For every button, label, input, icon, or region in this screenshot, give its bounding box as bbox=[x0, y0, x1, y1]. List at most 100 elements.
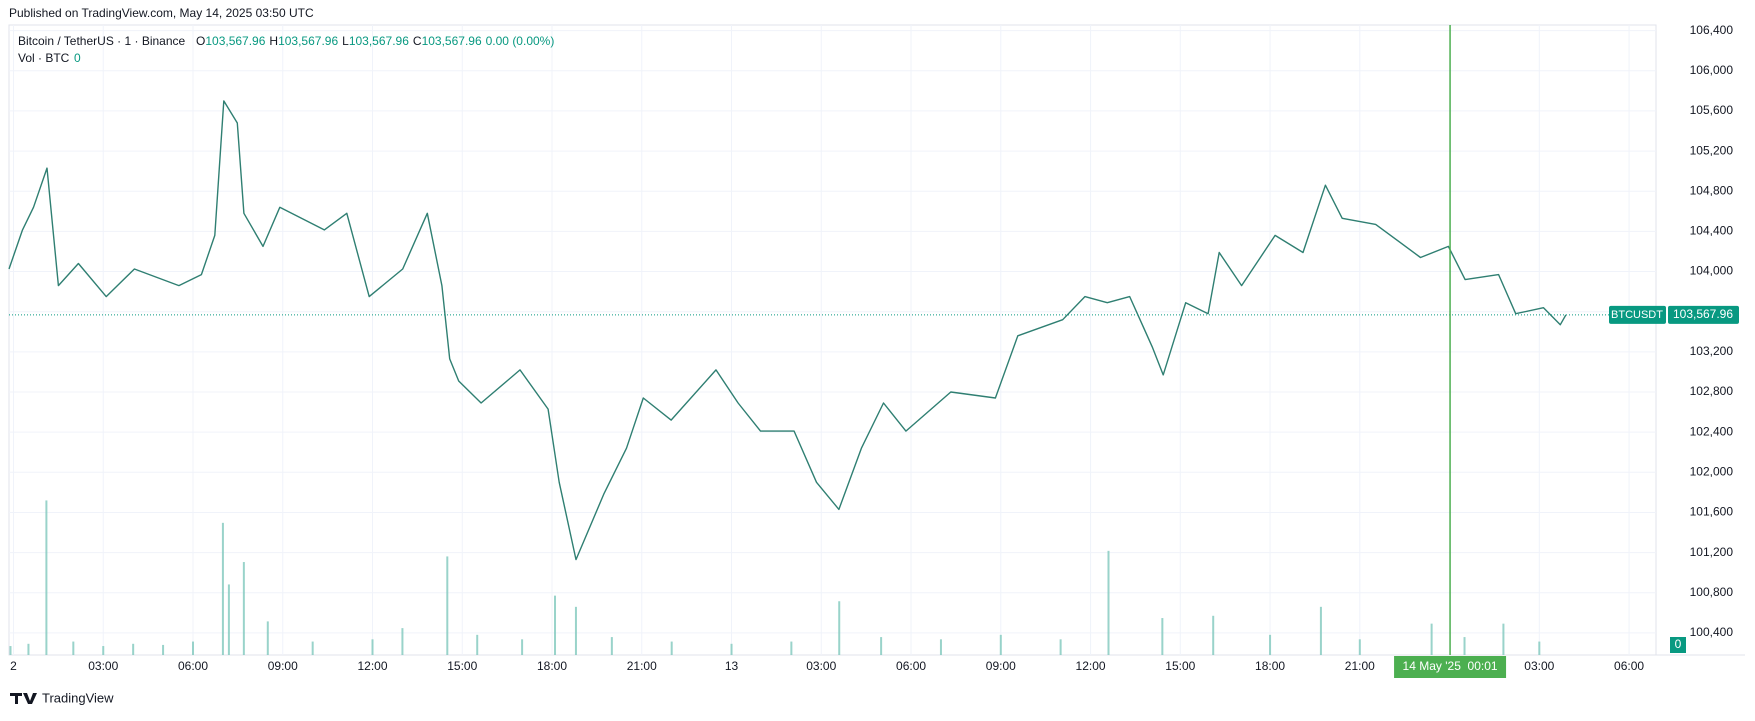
overlay: BTCUSDT 103,567.96 14 May '25 00:01 0 bbox=[9, 25, 1739, 678]
y-tick-label: 100,800 bbox=[1690, 585, 1734, 599]
volume-bar bbox=[72, 641, 75, 655]
volume-bar bbox=[266, 621, 269, 655]
x-tick-label: 09:00 bbox=[268, 659, 298, 673]
volume-bar bbox=[1358, 639, 1361, 655]
y-tick-label: 104,000 bbox=[1690, 264, 1734, 278]
x-tick-label: 03:00 bbox=[806, 659, 836, 673]
volume-axis-box bbox=[1670, 637, 1686, 653]
x-tick-label: 12:00 bbox=[1076, 659, 1106, 673]
x-tick-label: 15:00 bbox=[447, 659, 477, 673]
volume-bar bbox=[1319, 606, 1322, 655]
x-tick-label: 03:00 bbox=[1524, 659, 1554, 673]
volume-bar bbox=[574, 606, 577, 655]
logo-icon bbox=[10, 693, 37, 704]
volume-legend: Vol · BTC bbox=[18, 51, 70, 65]
price-line bbox=[8, 100, 1567, 561]
volume-bar bbox=[311, 641, 314, 655]
y-tick-label: 106,000 bbox=[1690, 63, 1734, 77]
x-tick-label: 21:00 bbox=[1345, 659, 1375, 673]
volume-bar bbox=[880, 637, 883, 655]
volume-bar bbox=[227, 584, 230, 655]
volume-bar bbox=[1463, 637, 1466, 655]
y-tick-label: 102,800 bbox=[1690, 384, 1734, 398]
y-tick-label: 105,600 bbox=[1690, 103, 1734, 117]
volume-bar bbox=[610, 637, 613, 655]
price-box bbox=[1668, 305, 1739, 324]
volume-bar bbox=[191, 641, 194, 655]
x-tick-label: 12:00 bbox=[357, 659, 387, 673]
ohlc-value: 103,567.96 bbox=[349, 34, 409, 48]
volume-bar bbox=[521, 639, 524, 655]
volume-bar bbox=[1212, 615, 1215, 655]
ohlc-key: H bbox=[269, 34, 278, 48]
change: 0.00 (0.00%) bbox=[486, 34, 555, 48]
x-tick-label: 15:00 bbox=[1165, 659, 1195, 673]
volume-axis-label: 0 bbox=[1675, 637, 1682, 651]
symbol-box bbox=[1609, 305, 1666, 324]
volume-bar bbox=[132, 643, 135, 655]
crosshair-label: 14 May '25 00:01 bbox=[1403, 659, 1498, 673]
x-tick-label: 21:00 bbox=[627, 659, 657, 673]
volume-bar bbox=[162, 644, 165, 655]
volume-bar bbox=[1502, 623, 1505, 655]
volume-bar bbox=[999, 634, 1002, 655]
volume-bar bbox=[102, 646, 105, 655]
volume-bar bbox=[939, 639, 942, 655]
volume-bar bbox=[1059, 639, 1062, 655]
ohlc-key: C bbox=[413, 34, 422, 48]
volume-bar bbox=[730, 643, 733, 655]
y-tick-label: 103,200 bbox=[1690, 344, 1734, 358]
y-tick-label: 104,400 bbox=[1690, 224, 1734, 238]
volume-bar bbox=[45, 500, 48, 655]
ohlc-value: 103,567.96 bbox=[422, 34, 482, 48]
x-tick-label: 18:00 bbox=[1255, 659, 1285, 673]
volume-bar bbox=[242, 562, 245, 655]
volume-bar bbox=[1269, 634, 1272, 655]
volume-bar bbox=[670, 641, 673, 655]
x-tick-label: 06:00 bbox=[896, 659, 926, 673]
y-tick-label: 106,400 bbox=[1690, 23, 1734, 37]
symbol-legend: Bitcoin / TetherUS · 1 · Binance bbox=[18, 34, 186, 48]
y-tick-label: 101,200 bbox=[1690, 545, 1734, 559]
grid: 100,400 100,800 101,200 101,600 102,000 102,4… bbox=[9, 23, 1733, 673]
y-tick-label: 100,400 bbox=[1690, 625, 1734, 639]
x-tick-label: 06:00 bbox=[1614, 659, 1644, 673]
ohlc-legend: O 103,567.96 H 103,567.96 L 103,567.96 C 103,56… bbox=[196, 34, 554, 48]
x-tick-label: 13 bbox=[725, 659, 739, 673]
volume-bar bbox=[9, 646, 12, 655]
volume-bar bbox=[1430, 623, 1433, 655]
marks bbox=[8, 100, 1567, 655]
volume-bar bbox=[838, 601, 841, 655]
ohlc-key: L bbox=[342, 34, 349, 48]
ohlc-key: O bbox=[196, 34, 205, 48]
y-tick-label: 104,800 bbox=[1690, 183, 1734, 197]
symbol-label: BTCUSDT bbox=[1611, 309, 1663, 321]
brand: TradingView bbox=[42, 690, 114, 705]
price-label: 103,567.96 bbox=[1673, 307, 1733, 321]
crosshair-box bbox=[1394, 656, 1507, 678]
volume-bar bbox=[790, 641, 793, 655]
x-tick-label: 03:00 bbox=[88, 659, 118, 673]
x-tick-label: 18:00 bbox=[537, 659, 567, 673]
volume-bar bbox=[1538, 641, 1541, 655]
y-tick-label: 102,000 bbox=[1690, 464, 1734, 478]
volume-last: 0 bbox=[74, 51, 81, 65]
x-tick-label: 2 bbox=[10, 659, 17, 673]
volume-bar bbox=[27, 643, 30, 655]
ohlc-value: 103,567.96 bbox=[278, 34, 338, 48]
volume-bar bbox=[401, 628, 404, 655]
y-tick-label: 102,400 bbox=[1690, 424, 1734, 438]
volume-bar bbox=[1161, 618, 1164, 655]
volume-bar bbox=[446, 556, 449, 655]
volume-bar bbox=[371, 639, 374, 655]
volume-bar bbox=[554, 595, 557, 655]
y-tick-label: 101,600 bbox=[1690, 505, 1734, 519]
x-tick-label: 09:00 bbox=[986, 659, 1016, 673]
published: Published on TradingView.com, May 14, 20… bbox=[9, 6, 314, 20]
y-tick-label: 105,200 bbox=[1690, 143, 1734, 157]
volume-bar bbox=[221, 522, 224, 655]
volume-bar bbox=[1107, 550, 1110, 655]
x-tick-label: 06:00 bbox=[178, 659, 208, 673]
